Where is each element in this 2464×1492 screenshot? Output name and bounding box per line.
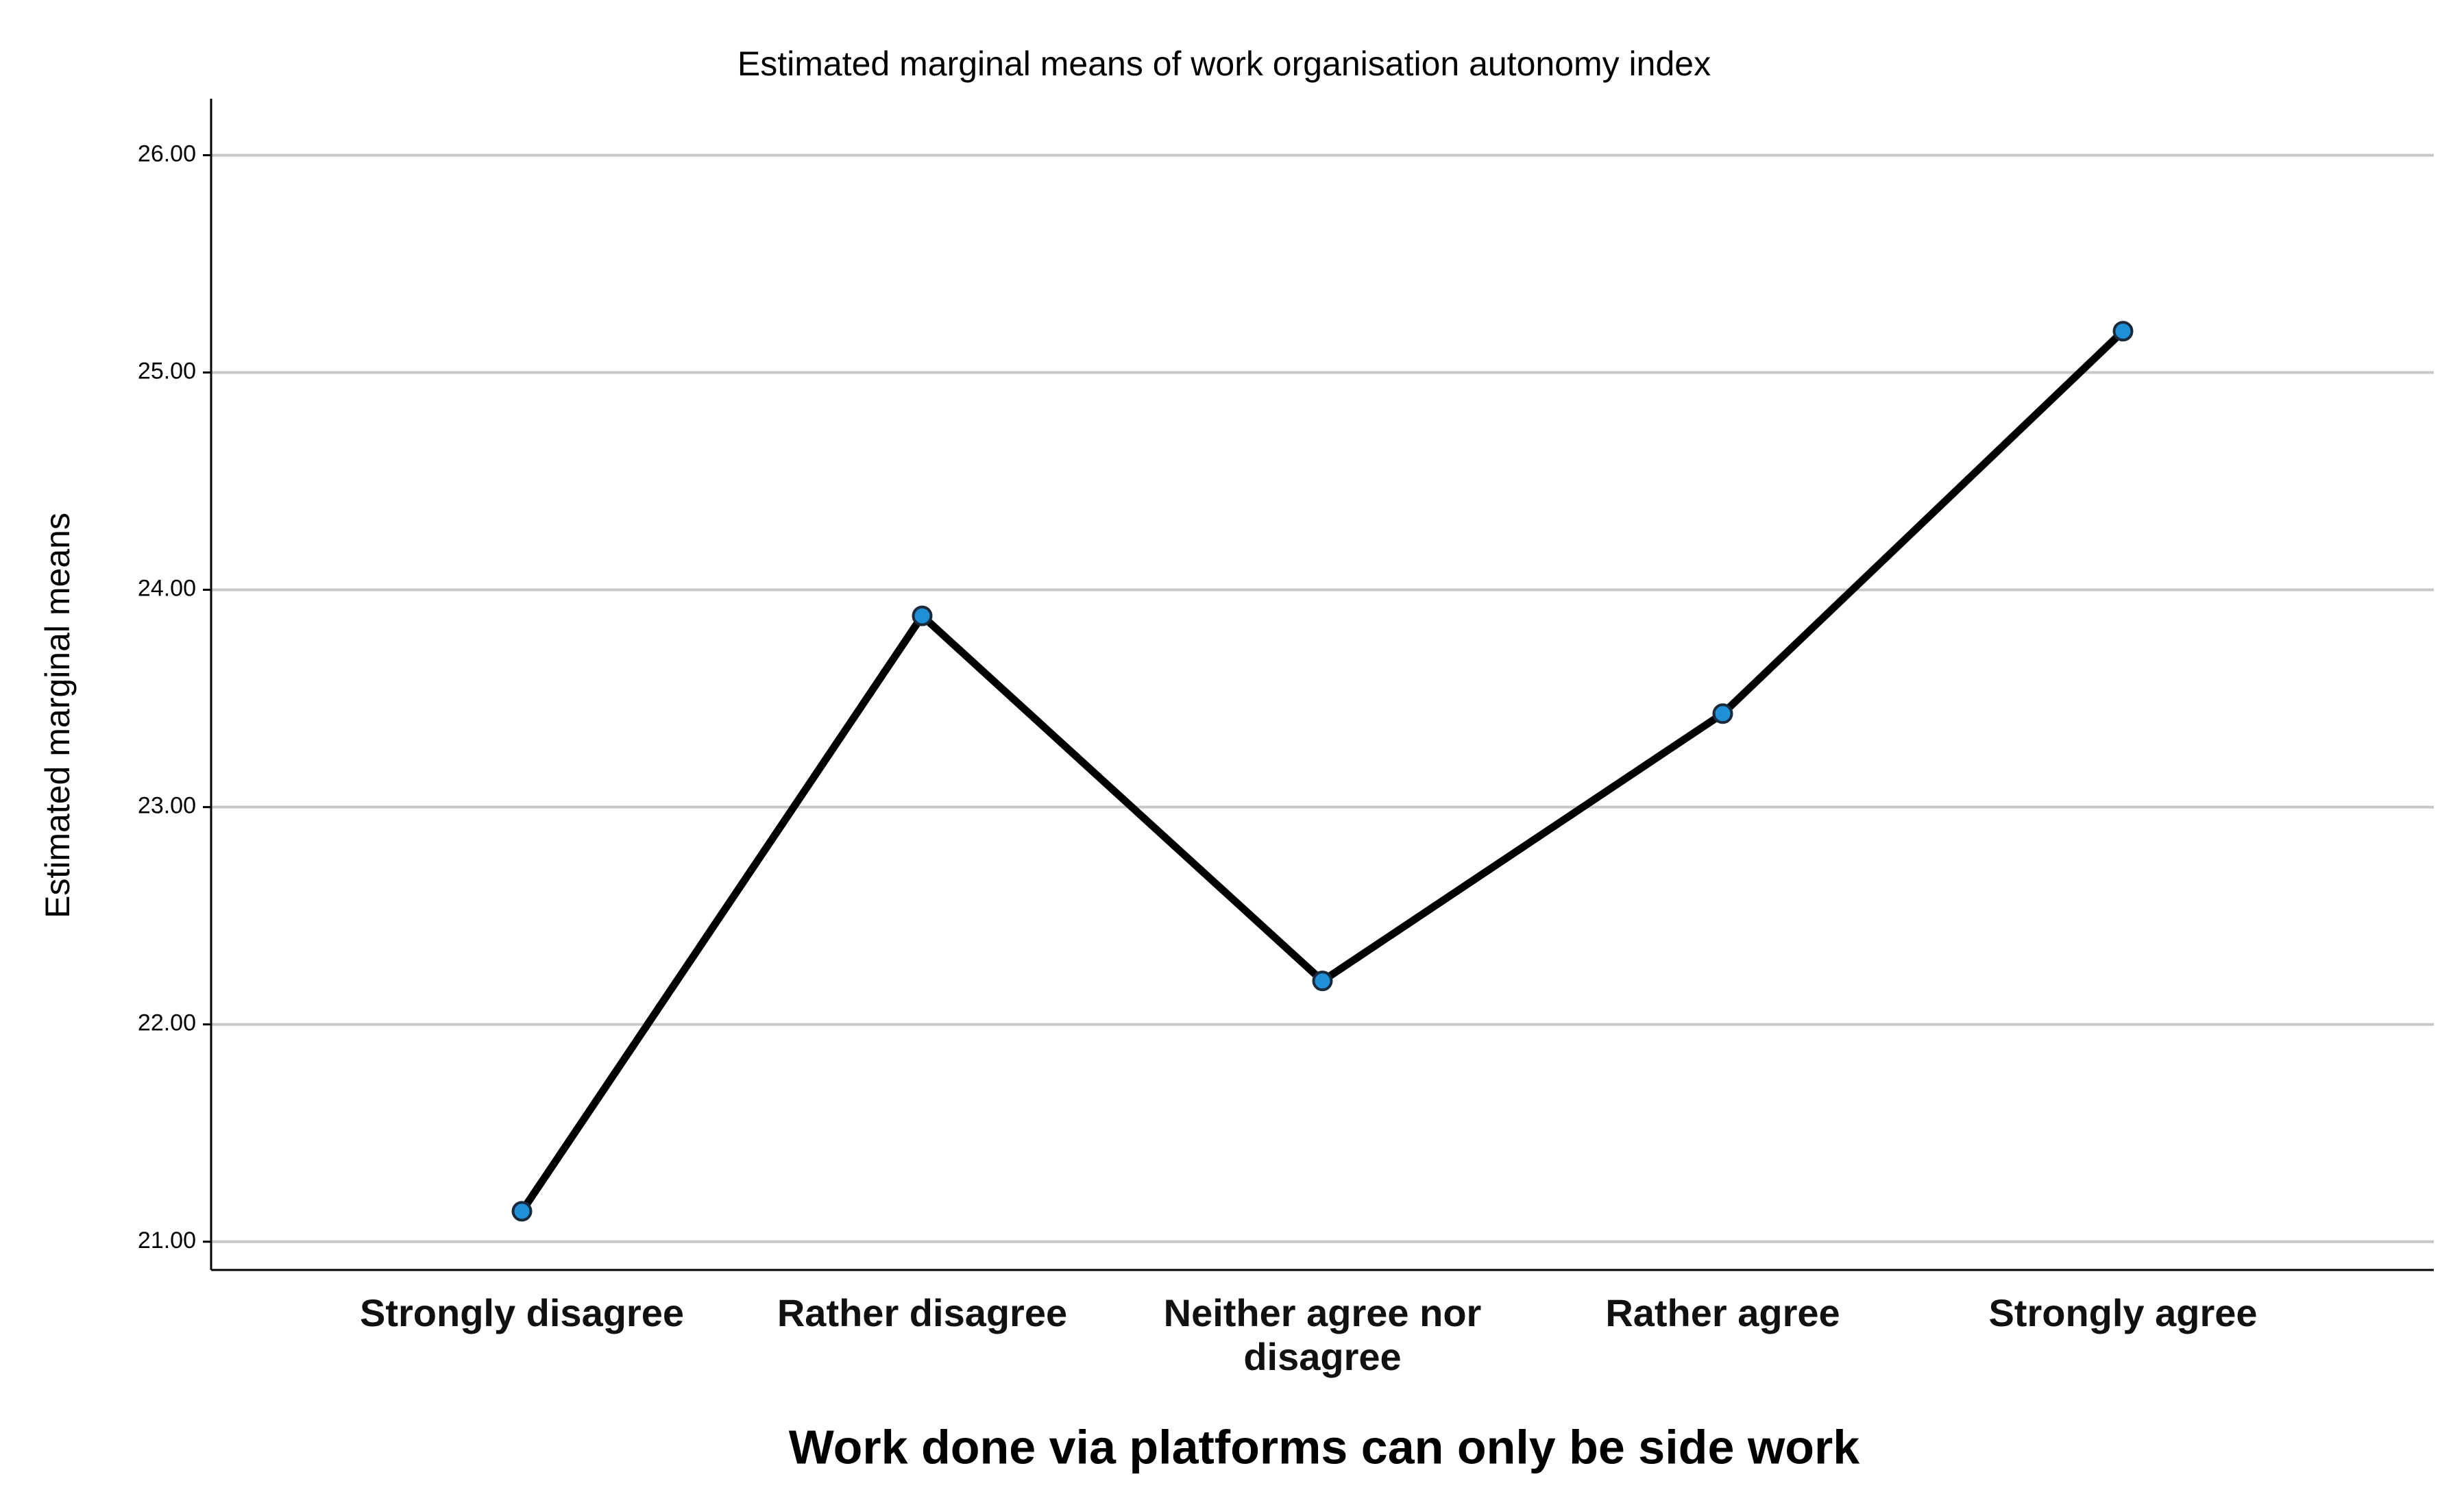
y-tick-label: 24.00 xyxy=(138,576,196,602)
x-axis-title: Work done via platforms can only be side… xyxy=(789,1420,1859,1473)
x-tick-label: Strongly disagree xyxy=(359,1291,685,1334)
x-tick-label: Neither agree nor disagree xyxy=(1163,1291,1482,1378)
data-line xyxy=(518,328,2126,1214)
chart-title: Estimated marginal means of work organis… xyxy=(737,45,1711,83)
data-point xyxy=(912,605,933,626)
y-tick-label: 23.00 xyxy=(138,793,196,819)
data-point xyxy=(1312,970,1333,992)
y-tick-label: 25.00 xyxy=(138,358,196,384)
y-tick-label: 22.00 xyxy=(138,1010,196,1036)
y-tick-label: 21.00 xyxy=(138,1227,196,1253)
x-tick-label: Rather disagree xyxy=(777,1291,1068,1334)
y-tick-label: 26.00 xyxy=(138,140,196,167)
data-point xyxy=(511,1201,533,1222)
y-axis-title: Estimated marginal means xyxy=(38,513,77,918)
data-point xyxy=(1712,703,1733,724)
x-tick-label: Strongly agree xyxy=(1988,1291,2258,1334)
data-point xyxy=(2112,321,2134,342)
x-tick-label: Rather agree xyxy=(1605,1291,1840,1334)
